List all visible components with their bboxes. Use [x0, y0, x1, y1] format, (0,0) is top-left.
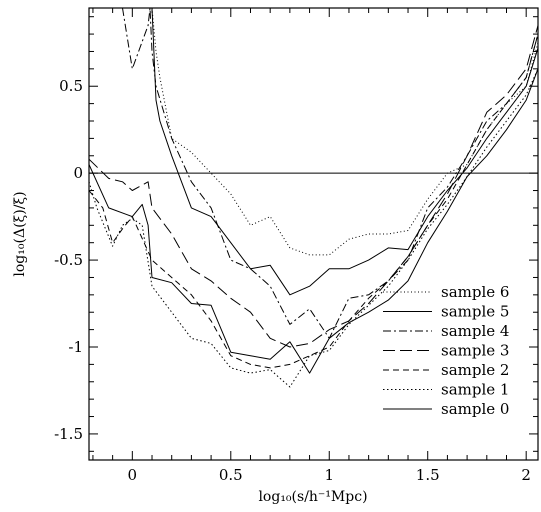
- series-line-sample-3: [89, 25, 538, 348]
- legend-label-sample-5: sample 5: [441, 303, 509, 321]
- legend-label-sample-6: sample 6: [441, 283, 509, 301]
- plot-frame: [88, 7, 539, 461]
- y-axis-label: log₁₀(Δ(ξ)/ξ): [12, 191, 28, 276]
- y-tick-label: 0: [73, 164, 83, 182]
- legend-label-sample-2: sample 2: [441, 361, 509, 379]
- x-tick-label: 0.5: [219, 466, 243, 484]
- series-line-sample-5: [151, 8, 538, 296]
- y-tick-label: 0.5: [59, 77, 83, 95]
- x-axis-label: log₁₀(s/h⁻¹Mpc): [258, 489, 367, 505]
- y-tick-label: -1: [68, 338, 83, 356]
- x-tick-label: 1: [324, 466, 334, 484]
- series-line-sample-1: [89, 68, 538, 388]
- series-line-sample-2: [89, 33, 538, 369]
- legend-label-sample-4: sample 4: [441, 322, 509, 340]
- legend-label-sample-0: sample 0: [441, 400, 509, 418]
- y-tick-label: -1.5: [54, 425, 83, 443]
- x-tick-label: 1.5: [416, 466, 440, 484]
- series-layer: [89, 8, 538, 388]
- series-line-sample-6: [151, 8, 538, 256]
- y-tick-label: -0.5: [54, 251, 83, 269]
- legend-label-sample-1: sample 1: [441, 381, 509, 399]
- x-tick-label: 2: [521, 466, 531, 484]
- legend-label-sample-3: sample 3: [441, 342, 509, 360]
- series-line-sample-0: [89, 68, 538, 374]
- tick-layer: 0 0.5 1 1.5 2 -1.5 -1 -0.5 0 0.5: [54, 8, 538, 484]
- x-tick-label: 0: [128, 466, 138, 484]
- frame-layer: [88, 7, 539, 461]
- series-line-sample-4: [122, 8, 538, 339]
